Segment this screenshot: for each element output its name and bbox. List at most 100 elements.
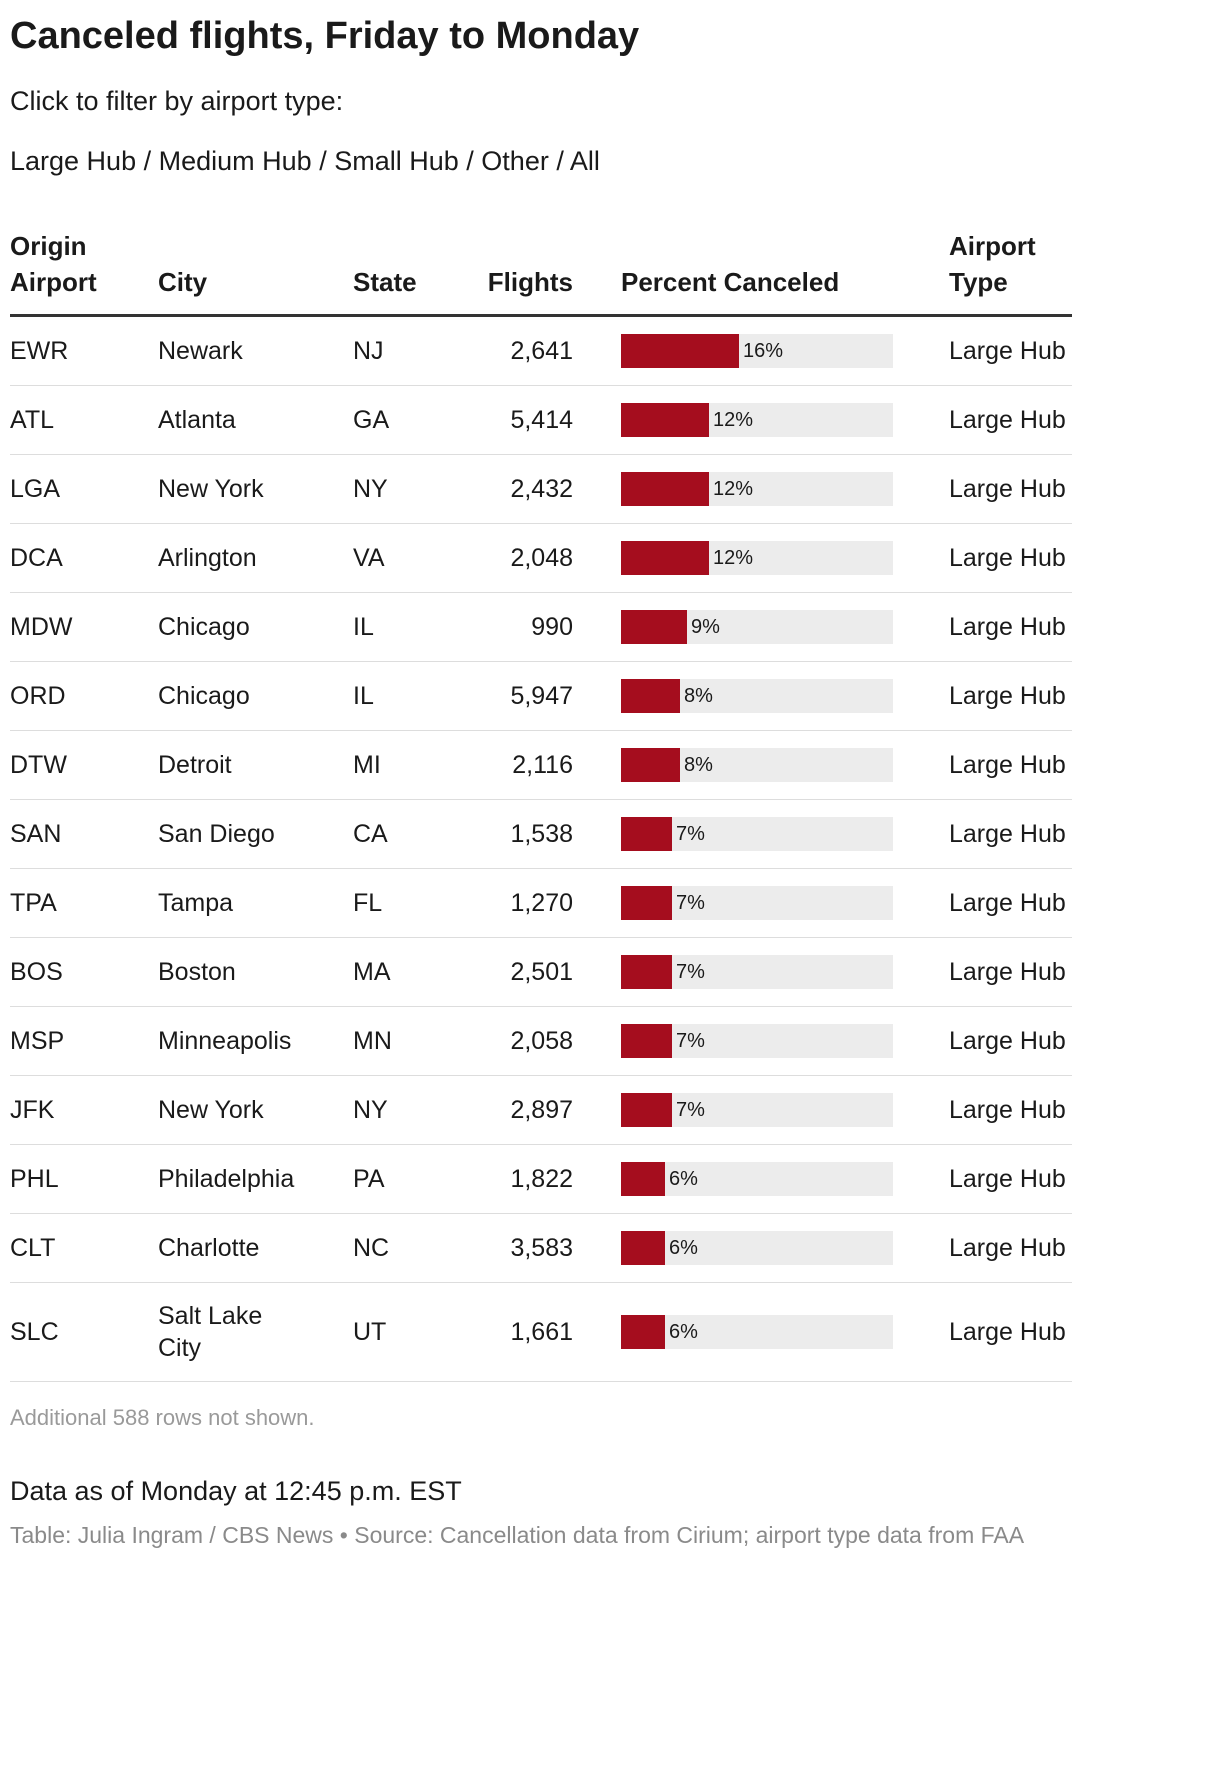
filter-separator: / xyxy=(556,146,570,176)
table-row: BOS Boston MA 2,501 7% Large Hub xyxy=(10,937,1072,1007)
table-row: CLT Charlotte NC 3,583 6% Large Hub xyxy=(10,1213,1072,1283)
column-header-airport-type[interactable]: Airport Type xyxy=(949,228,1072,317)
cell-city: Philadelphia xyxy=(158,1144,353,1214)
percent-label: 7% xyxy=(676,823,705,845)
cell-city: Chicago xyxy=(158,661,353,731)
percent-bar-track: 12% xyxy=(621,541,893,575)
table-row: LGA New York NY 2,432 12% Large Hub xyxy=(10,454,1072,524)
cell-city: Salt Lake City xyxy=(158,1282,353,1382)
table-row: MSP Minneapolis MN 2,058 7% Large Hub xyxy=(10,1006,1072,1076)
cell-flights: 1,270 xyxy=(451,868,621,938)
percent-bar-track: 16% xyxy=(621,334,893,368)
percent-bar-fill xyxy=(621,472,709,506)
table-body: EWR Newark NJ 2,641 16% Large Hub ATL Atlanta GA… xyxy=(10,315,1072,1382)
column-header-percent-canceled[interactable]: Percent Canceled xyxy=(621,228,949,317)
cell-airport: ATL xyxy=(10,385,158,455)
percent-label: 7% xyxy=(676,1099,705,1121)
cell-percent-canceled: 7% xyxy=(621,799,949,869)
cell-state: FL xyxy=(353,868,451,938)
cell-airport: ORD xyxy=(10,661,158,731)
percent-bar-track: 9% xyxy=(621,610,893,644)
percent-label: 7% xyxy=(676,961,705,983)
percent-label: 6% xyxy=(669,1321,698,1343)
percent-bar-track: 12% xyxy=(621,403,893,437)
cell-airport-type: Large Hub xyxy=(949,1075,1072,1145)
cell-state: UT xyxy=(353,1282,451,1382)
cell-city: Charlotte xyxy=(158,1213,353,1283)
column-header-origin-airport[interactable]: Origin Airport xyxy=(10,228,158,317)
cell-percent-canceled: 12% xyxy=(621,385,949,455)
cell-state: PA xyxy=(353,1144,451,1214)
cell-flights: 2,116 xyxy=(451,730,621,800)
cell-state: MN xyxy=(353,1006,451,1076)
percent-bar-fill xyxy=(621,817,672,851)
cell-flights: 5,947 xyxy=(451,661,621,731)
cell-percent-canceled: 6% xyxy=(621,1282,949,1382)
cell-airport: BOS xyxy=(10,937,158,1007)
cell-airport-type: Large Hub xyxy=(949,385,1072,455)
cell-percent-canceled: 6% xyxy=(621,1213,949,1283)
percent-bar-fill xyxy=(621,541,709,575)
cell-percent-canceled: 8% xyxy=(621,730,949,800)
filter-medium-hub[interactable]: Medium Hub xyxy=(158,146,312,176)
cell-airport-type: Large Hub xyxy=(949,730,1072,800)
cell-state: NY xyxy=(353,454,451,524)
cell-percent-canceled: 9% xyxy=(621,592,949,662)
cell-airport-type: Large Hub xyxy=(949,1213,1072,1283)
table-row: MDW Chicago IL 990 9% Large Hub xyxy=(10,592,1072,662)
cell-city: Newark xyxy=(158,315,353,386)
cell-airport: CLT xyxy=(10,1213,158,1283)
percent-bar-track: 8% xyxy=(621,679,893,713)
table-row: DCA Arlington VA 2,048 12% Large Hub xyxy=(10,523,1072,593)
percent-label: 9% xyxy=(691,616,720,638)
cell-percent-canceled: 12% xyxy=(621,454,949,524)
table-row: ATL Atlanta GA 5,414 12% Large Hub xyxy=(10,385,1072,455)
data-as-of: Data as of Monday at 12:45 p.m. EST xyxy=(10,1476,462,1506)
filter-other[interactable]: Other xyxy=(481,146,549,176)
percent-label: 16% xyxy=(743,340,784,362)
cell-percent-canceled: 6% xyxy=(621,1144,949,1214)
cell-city: Atlanta xyxy=(158,385,353,455)
percent-bar-fill xyxy=(621,403,709,437)
percent-bar-fill xyxy=(621,679,680,713)
cell-airport: PHL xyxy=(10,1144,158,1214)
cell-city: Arlington xyxy=(158,523,353,593)
percent-bar-fill xyxy=(621,1024,672,1058)
percent-bar-fill xyxy=(621,610,687,644)
cell-airport: MSP xyxy=(10,1006,158,1076)
cell-state: NJ xyxy=(353,315,451,386)
percent-label: 6% xyxy=(669,1168,698,1190)
cell-airport: SLC xyxy=(10,1282,158,1382)
filter-separator: / xyxy=(466,146,482,176)
cell-airport: LGA xyxy=(10,454,158,524)
cell-flights: 2,432 xyxy=(451,454,621,524)
page-title: Canceled flights, Friday to Monday xyxy=(10,15,640,57)
cell-airport: TPA xyxy=(10,868,158,938)
cell-state: MI xyxy=(353,730,451,800)
filter-all[interactable]: All xyxy=(569,146,600,176)
column-header-state[interactable]: State xyxy=(353,228,451,317)
filter-small-hub[interactable]: Small Hub xyxy=(334,146,459,176)
rows-not-shown-note: Additional 588 rows not shown. xyxy=(10,1405,315,1430)
filter-large-hub[interactable]: Large Hub xyxy=(10,146,137,176)
percent-label: 8% xyxy=(684,754,713,776)
cell-state: IL xyxy=(353,661,451,731)
table-row: EWR Newark NJ 2,641 16% Large Hub xyxy=(10,315,1072,386)
column-header-city[interactable]: City xyxy=(158,228,353,317)
cell-airport-type: Large Hub xyxy=(949,799,1072,869)
table-header-row: Origin Airport City State Flights Percen… xyxy=(10,228,1072,317)
cell-flights: 2,501 xyxy=(451,937,621,1007)
cell-airport: DTW xyxy=(10,730,158,800)
filter-separator: / xyxy=(319,146,335,176)
column-header-flights[interactable]: Flights xyxy=(451,228,621,317)
cell-airport-type: Large Hub xyxy=(949,1006,1072,1076)
table-row: JFK New York NY 2,897 7% Large Hub xyxy=(10,1075,1072,1145)
flights-table: Origin Airport City State Flights Percen… xyxy=(10,228,1072,1382)
cell-state: IL xyxy=(353,592,451,662)
filter-prompt: Click to filter by airport type: xyxy=(10,86,344,116)
percent-bar-fill xyxy=(621,1093,672,1127)
percent-bar-fill xyxy=(621,748,680,782)
cell-state: VA xyxy=(353,523,451,593)
cell-percent-canceled: 7% xyxy=(621,1075,949,1145)
cell-airport: EWR xyxy=(10,315,158,386)
